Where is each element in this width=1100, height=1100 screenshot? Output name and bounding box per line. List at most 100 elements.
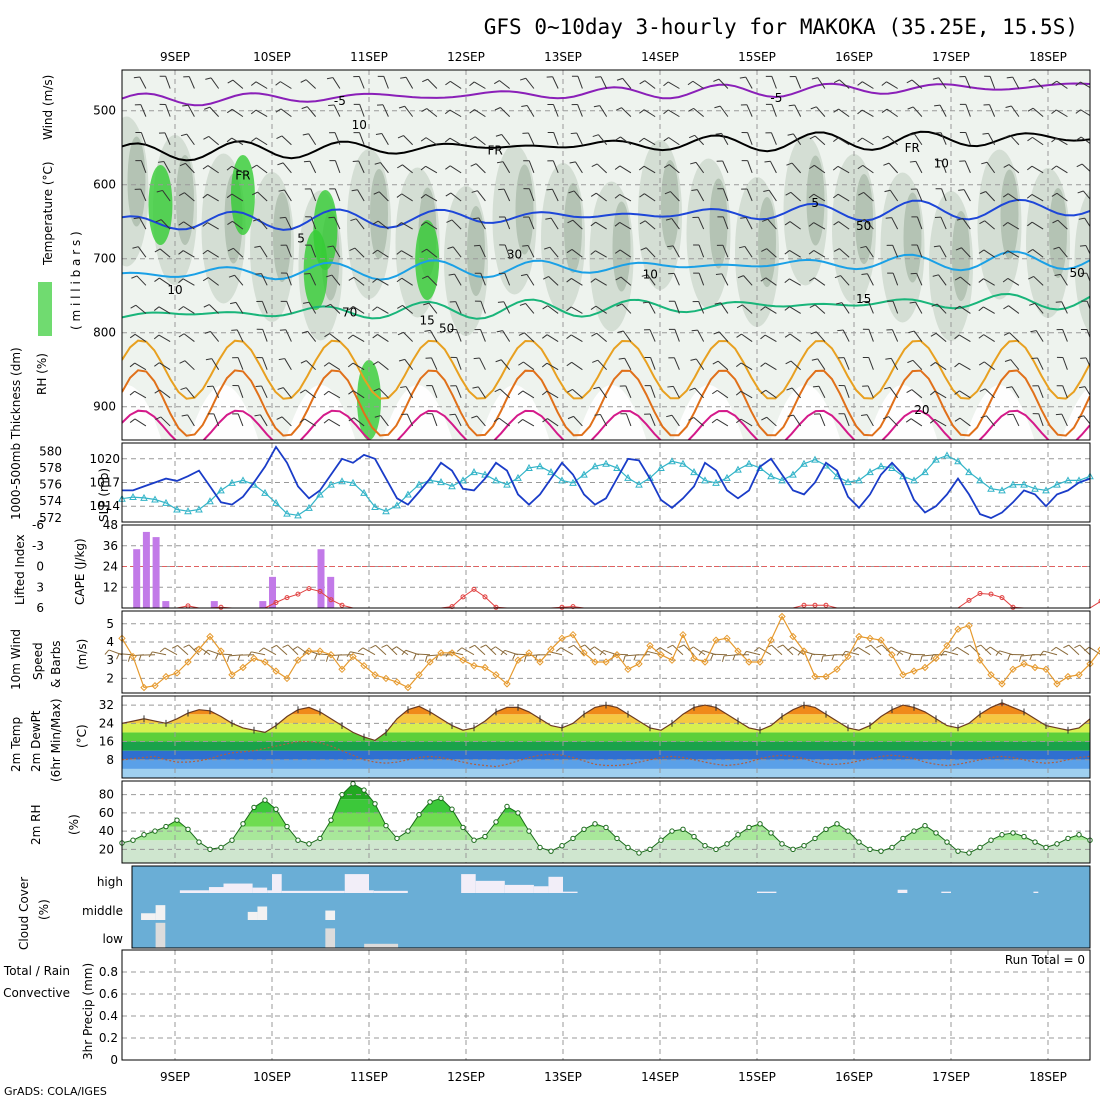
wind-barb-flag bbox=[254, 245, 261, 248]
wind-barb bbox=[310, 216, 317, 230]
wind-barb-flag bbox=[420, 221, 427, 226]
wind-barb-flag bbox=[282, 644, 289, 648]
wind-barb bbox=[552, 189, 559, 202]
wind-barb bbox=[350, 651, 365, 656]
wind-barb-flag bbox=[1006, 386, 1013, 389]
contour-label: 15 bbox=[856, 292, 871, 306]
rh-shade-dark bbox=[806, 155, 825, 246]
wind-barb-flag bbox=[614, 222, 621, 227]
wind-barb-flag bbox=[116, 653, 120, 660]
wind-tick-label: 2 bbox=[106, 671, 114, 685]
wind-barb-flag bbox=[639, 220, 646, 225]
rh-marker bbox=[416, 812, 422, 818]
wind-barb-flag bbox=[808, 193, 815, 199]
wind-barb-flag bbox=[512, 653, 516, 660]
wind-barb bbox=[402, 164, 413, 174]
wind-barb-flag bbox=[590, 250, 596, 255]
wind-barb-flag bbox=[698, 650, 704, 656]
wind-barb-flag bbox=[876, 644, 883, 649]
wind-barb-flag bbox=[689, 387, 696, 391]
rh-marker bbox=[438, 795, 444, 802]
wind-barb bbox=[261, 301, 268, 314]
wind-barb-flag bbox=[663, 109, 669, 115]
wind-barb bbox=[1057, 219, 1068, 230]
wind-barb bbox=[122, 313, 123, 314]
wind-barb bbox=[984, 220, 995, 230]
cape-tick-label: 36 bbox=[103, 539, 118, 553]
wind-barb-flag bbox=[202, 193, 208, 199]
wind-barb bbox=[528, 188, 535, 202]
wind-barb bbox=[474, 109, 486, 118]
wind-barb-flag bbox=[639, 80, 646, 85]
wind-barb bbox=[452, 246, 462, 258]
wind-barb-flag bbox=[907, 106, 914, 110]
wind-barb bbox=[431, 357, 438, 370]
wind-barb-flag bbox=[302, 301, 310, 304]
thickness-marker bbox=[1064, 476, 1072, 484]
wind-barb bbox=[959, 390, 971, 399]
wind-barb-flag bbox=[614, 194, 620, 199]
wind-barb-flag bbox=[663, 137, 669, 142]
wind-barb bbox=[1061, 301, 1068, 314]
contour-label: FR bbox=[487, 143, 502, 157]
wind-barb-flag bbox=[497, 301, 504, 303]
rh-marker bbox=[449, 806, 455, 812]
wind-tick-label: 5 bbox=[106, 617, 114, 631]
wind-barb-flag bbox=[1027, 107, 1034, 112]
cloud-block bbox=[252, 887, 268, 893]
wind-barb-flag bbox=[761, 416, 767, 421]
wind-barb bbox=[622, 330, 632, 342]
wind-barb-flag bbox=[381, 644, 388, 648]
thickness-marker bbox=[1031, 484, 1039, 492]
wind-barb-flag bbox=[834, 275, 841, 279]
wind-barb-flag bbox=[590, 305, 597, 310]
wind-barb bbox=[1043, 650, 1058, 656]
rh-shade-dark bbox=[176, 155, 194, 245]
wind-barb bbox=[965, 132, 971, 145]
wind-barb bbox=[866, 273, 874, 286]
wind-speed-marker bbox=[382, 674, 390, 683]
wind-speed-marker bbox=[943, 641, 951, 650]
wind-barb bbox=[645, 247, 656, 258]
lifted-index-marker bbox=[339, 602, 345, 608]
wind-barb-flag bbox=[420, 137, 427, 142]
wind-barb bbox=[1012, 414, 1020, 427]
wind-barb-flag bbox=[490, 646, 496, 651]
thickness-marker bbox=[954, 457, 962, 465]
precip-unit-label: 3hr Precip (mm) bbox=[81, 963, 95, 1060]
wind-barb-flag bbox=[555, 647, 562, 652]
precip-tick-label: 0.6 bbox=[99, 987, 118, 1001]
wind-barb bbox=[620, 136, 632, 146]
wind-barb-flag bbox=[882, 135, 889, 140]
wind-barb bbox=[669, 164, 680, 174]
wind-barb bbox=[768, 189, 777, 202]
wind-barb bbox=[403, 331, 414, 342]
wind-barb-flag bbox=[1003, 164, 1010, 168]
wind-speed-marker bbox=[492, 671, 500, 679]
wind-barb-flag bbox=[520, 273, 528, 277]
wind-barb bbox=[111, 391, 122, 398]
wind-barb-flag bbox=[638, 137, 645, 143]
wind-barb bbox=[210, 331, 220, 342]
wind-barb bbox=[1086, 301, 1090, 311]
cape-bar bbox=[142, 531, 150, 608]
wind-barb-flag bbox=[896, 650, 901, 656]
wind-barb-flag bbox=[1029, 302, 1036, 306]
wind-barb-flag bbox=[1039, 650, 1044, 657]
wind-barb-flag bbox=[131, 275, 138, 279]
wind-barb-flag bbox=[226, 193, 233, 199]
rh-marker bbox=[889, 844, 895, 851]
wind-barb bbox=[308, 133, 317, 146]
wind-barb bbox=[426, 248, 438, 258]
wind-barb-flag bbox=[614, 165, 621, 170]
wind-barb bbox=[262, 329, 268, 342]
wind-barb bbox=[722, 216, 729, 230]
wind-barb-flag bbox=[980, 191, 986, 195]
wind-barb-flag bbox=[785, 360, 792, 365]
wind-barb-flag bbox=[106, 419, 111, 423]
wind-speed-marker bbox=[976, 656, 984, 664]
wind-speed-marker bbox=[250, 654, 258, 663]
top-date-label: 10SEP bbox=[253, 50, 291, 64]
lifted-index-marker bbox=[284, 595, 290, 601]
wind-barb-flag bbox=[958, 189, 965, 191]
